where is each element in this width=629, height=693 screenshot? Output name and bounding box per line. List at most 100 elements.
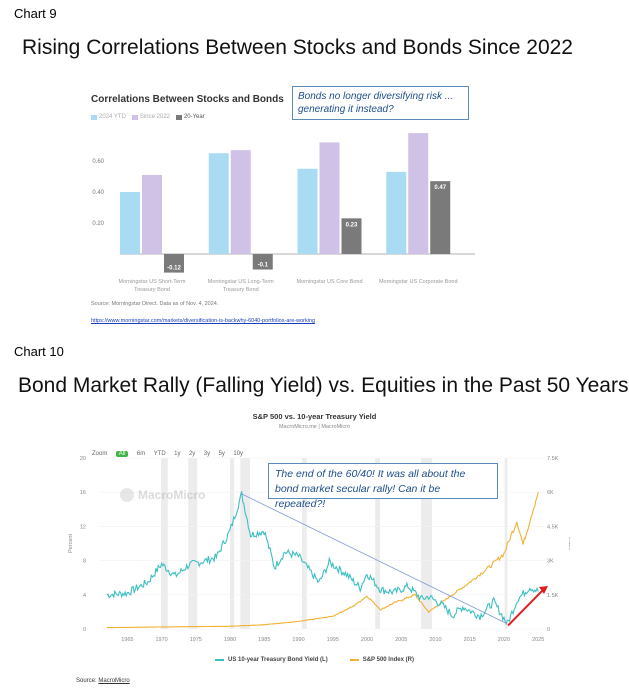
zoom-button-2y[interactable]: 2y xyxy=(188,451,196,457)
trend-line xyxy=(241,493,508,625)
x-tick-label: 1990 xyxy=(292,637,304,643)
category-label: Treasury Bond xyxy=(134,287,170,293)
bar xyxy=(319,142,340,254)
sp500-line xyxy=(106,492,539,629)
zoom-bar: Zoom All 6m YTD 1y 2y 3y 5y 10y xyxy=(92,442,247,460)
zoom-button-10y[interactable]: 10y xyxy=(233,451,244,457)
chart9-source: Source: Morningstar Direct. Data as of N… xyxy=(91,301,219,307)
watermark-text: MacroMicro xyxy=(138,488,206,502)
x-tick-label: 2020 xyxy=(498,637,510,643)
recession-band xyxy=(301,458,307,629)
chart10-plot-title: S&P 500 vs. 10-year Treasury Yield xyxy=(252,412,377,421)
legend-label: 20-Year xyxy=(183,114,205,120)
bar xyxy=(297,168,318,254)
bar xyxy=(208,153,229,254)
legend-item-yield: US 10-year Treasury Bond Yield (L) xyxy=(215,657,328,663)
bar xyxy=(341,218,362,254)
chart9-legend: 2024 YTD Since 2022 20-Year xyxy=(91,114,205,120)
x-tick-label: 1985 xyxy=(258,637,270,643)
data-label: 0.23 xyxy=(346,222,358,228)
y-right-tick-label: 3K xyxy=(547,559,554,565)
legend-swatch xyxy=(131,114,138,120)
y-right-tick-label: 7.5K xyxy=(547,456,559,462)
zoom-label: Zoom xyxy=(92,451,108,457)
y-right-axis-label: Index xyxy=(567,537,570,551)
watermark: MacroMicro xyxy=(120,488,205,502)
x-tick-label: 2005 xyxy=(395,637,407,643)
red-arrow-shaft xyxy=(507,587,546,627)
zoom-button-6m[interactable]: 6m xyxy=(136,451,146,457)
recession-band xyxy=(188,458,198,629)
y-tick-label: 0.40 xyxy=(92,190,104,196)
x-tick-label: 1980 xyxy=(224,637,236,643)
legend-label: 2024 YTD xyxy=(99,114,126,120)
legend-swatch xyxy=(175,114,182,120)
bar xyxy=(252,254,273,270)
bar xyxy=(430,181,451,254)
zoom-button-ytd[interactable]: YTD xyxy=(153,451,166,457)
legend-item-2024-ytd: 2024 YTD xyxy=(91,114,126,120)
legend-item-sp500: S&P 500 Index (R) xyxy=(349,657,414,663)
y-left-tick-label: 20 xyxy=(80,456,86,462)
chart10-slide-title: Bond Market Rally (Falling Yield) vs. Eq… xyxy=(18,374,629,397)
zoom-button-5y[interactable]: 5y xyxy=(218,451,225,457)
chart10-legend: US 10-year Treasury Bond Yield (L) S&P 5… xyxy=(0,657,629,663)
red-arrow-head xyxy=(539,585,548,594)
y-right-tick-label: 1.5K xyxy=(547,593,559,599)
chart10-source: Source: MacroMicro xyxy=(76,678,130,684)
data-label: -0.12 xyxy=(167,266,181,272)
chart10-plot-subtitle: MacroMicro.me | MacroMicro xyxy=(278,424,351,430)
chart9-link[interactable]: https://www.morningstar.com/markets/dive… xyxy=(91,318,316,324)
chart9-plot-title: Correlations Between Stocks and Bonds xyxy=(91,94,284,105)
y-left-tick-label: 8 xyxy=(83,559,86,565)
x-tick-label: 1965 xyxy=(121,637,133,643)
bar xyxy=(386,171,407,254)
source-link[interactable]: MacroMicro xyxy=(98,678,130,684)
y-right-tick-label: 0 xyxy=(547,627,550,633)
zoom-button-3y[interactable]: 3y xyxy=(203,451,211,457)
legend-label: US 10-year Treasury Bond Yield (L) xyxy=(228,657,328,663)
y-right-tick-label: 6K xyxy=(547,490,554,496)
y-left-tick-label: 12 xyxy=(80,524,86,530)
legend-item-20-year: 20-Year xyxy=(175,114,205,120)
chart10-plot: 0 4 8 12 16 20 0 1.5K 3K 4.5K 6K 7.5K Percent Index 19… xyxy=(68,456,570,643)
bar xyxy=(230,150,251,254)
y-left-tick-label: 16 xyxy=(80,490,86,496)
recession-band xyxy=(504,458,508,629)
recession-band xyxy=(240,458,250,629)
y-left-axis-label: Percent xyxy=(68,534,74,553)
legend-item-since-2022: Since 2022 xyxy=(131,114,170,120)
source-prefix: Source: xyxy=(76,678,99,684)
zoom-button-all[interactable]: All xyxy=(115,451,129,457)
data-label: 0.47 xyxy=(434,185,446,191)
chart9-plot: 0.20 0.40 0.60 -0.12 Morningstar US Short-Te… xyxy=(92,133,475,293)
category-label: Treasury Bond xyxy=(223,287,259,293)
chart9-callout: Bonds no longer diversifying risk ... ge… xyxy=(292,86,469,120)
bar xyxy=(142,174,162,254)
chart10-label: Chart 10 xyxy=(14,344,64,359)
chart9-slide-title: Rising Correlations Between Stocks and B… xyxy=(22,36,573,59)
category-label: Morningstar US Core Bond xyxy=(296,279,362,285)
bar xyxy=(120,192,140,254)
x-tick-label: 2000 xyxy=(361,637,373,643)
legend-label: S&P 500 Index (R) xyxy=(362,657,414,663)
bar xyxy=(164,254,184,273)
legend-label: Since 2022 xyxy=(139,114,170,120)
category-label: Morningstar US Long-Term xyxy=(208,279,274,285)
legend-line-swatch xyxy=(215,659,225,661)
zoom-button-1y[interactable]: 1y xyxy=(174,451,181,457)
category-label: Morningstar US Short-Term xyxy=(119,279,186,285)
x-tick-label: 2015 xyxy=(464,637,476,643)
y-left-tick-label: 4 xyxy=(83,593,86,599)
y-left-tick-label: 0 xyxy=(83,627,86,633)
watermark-logo-icon xyxy=(120,488,134,502)
y-tick-label: 0.20 xyxy=(92,221,104,227)
chart10-callout: The end of the 60/40! It was all about t… xyxy=(268,463,498,510)
recession-band xyxy=(230,458,235,629)
x-tick-label: 1995 xyxy=(327,637,339,643)
x-tick-label: 2025 xyxy=(532,637,544,643)
x-tick-label: 1970 xyxy=(155,637,167,643)
legend-line-swatch xyxy=(349,659,359,661)
recession-band xyxy=(375,458,381,629)
chart9-label: Chart 9 xyxy=(14,6,57,21)
